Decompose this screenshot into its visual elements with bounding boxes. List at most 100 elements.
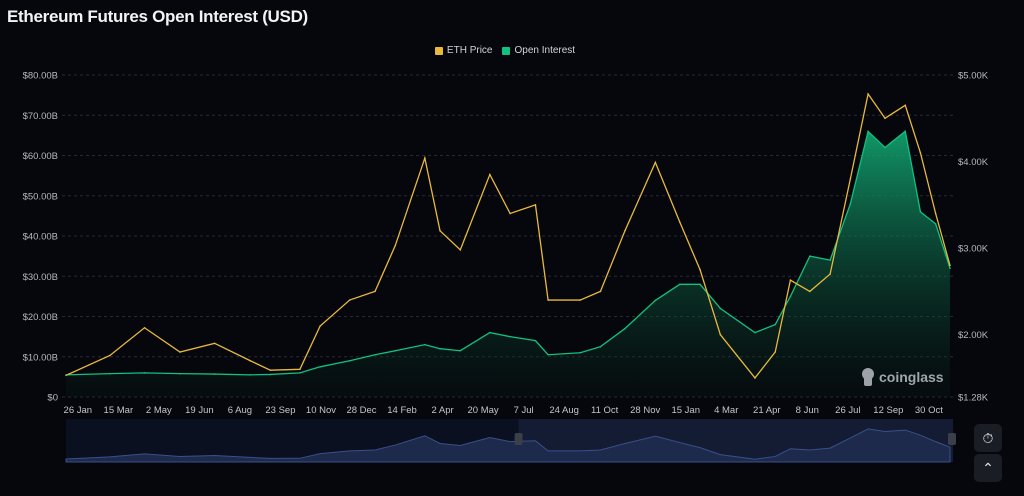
eth-price-point	[439, 230, 441, 232]
open-interest-point	[348, 359, 351, 362]
x-tick-label: 21 Apr	[753, 405, 780, 416]
eth-price-point	[213, 342, 216, 345]
open-interest-point	[934, 223, 937, 225]
x-tick-label: 12 Sep	[873, 405, 903, 416]
svg-text:coinglass: coinglass	[879, 369, 944, 385]
y-left-tick-label: $20.00B	[23, 312, 58, 323]
open-interest-point	[547, 353, 549, 356]
open-interest-point	[884, 146, 886, 149]
chevron-up-icon[interactable]: ⌃	[974, 454, 1002, 482]
open-interest-point	[109, 372, 111, 375]
x-tick-label: 6 Aug	[228, 405, 252, 416]
eth-price-point	[774, 351, 777, 353]
eth-price-point	[949, 264, 951, 267]
eth-price-point	[269, 369, 272, 371]
eth-price-point	[534, 204, 537, 206]
open-interest-point	[829, 259, 831, 261]
eth-price-point	[143, 326, 146, 329]
eth-price-point	[459, 249, 462, 251]
open-interest-point	[654, 299, 657, 302]
open-interest-point	[299, 372, 301, 374]
eth-price-point	[424, 157, 426, 159]
open-interest-point	[319, 366, 321, 368]
open-interest-point	[867, 130, 869, 133]
eth-price-point	[394, 244, 397, 247]
legend-swatch-price	[434, 46, 443, 55]
open-interest-point	[143, 372, 146, 374]
y-right-tick-label: $4.00K	[958, 157, 989, 168]
eth-price-point	[789, 279, 792, 281]
open-interest-point	[624, 327, 626, 330]
legend-open-interest[interactable]: Open Interest	[502, 45, 575, 56]
eth-price-point	[579, 299, 581, 301]
navigator-handle[interactable]	[948, 433, 956, 445]
open-interest-point	[439, 347, 441, 350]
open-interest-point	[249, 374, 251, 376]
x-tick-label: 2 Apr	[431, 405, 453, 416]
open-interest-point	[599, 345, 602, 348]
open-interest-point	[699, 283, 701, 286]
legend-eth-price[interactable]: ETH Price	[434, 45, 492, 56]
eth-price-point	[904, 104, 907, 107]
open-interest-point	[919, 211, 922, 213]
coinglass-watermark: coinglass	[862, 368, 944, 386]
eth-price-line	[65, 92, 951, 380]
eth-price-point	[319, 325, 321, 327]
eth-price-point	[547, 299, 549, 301]
clock-reset-icon[interactable]: ⏱	[974, 424, 1002, 452]
eth-price-point	[599, 290, 602, 293]
eth-price-point	[719, 333, 722, 336]
eth-price-point	[654, 161, 657, 164]
open-interest-point	[774, 323, 777, 326]
eth-price-point	[849, 178, 852, 180]
open-interest-point	[269, 373, 272, 376]
open-interest-point	[809, 255, 811, 257]
eth-price-point	[348, 299, 351, 301]
y-right-tick-label: $1.28K	[958, 393, 989, 404]
y-right-tick-label: $2.00K	[958, 330, 989, 341]
x-tick-label: 8 Jun	[796, 405, 819, 416]
eth-price-point	[489, 173, 491, 176]
x-tick-label: 28 Dec	[346, 405, 376, 416]
x-tick-label: 26 Jul	[835, 405, 860, 416]
y-left-tick-label: $30.00B	[23, 272, 58, 283]
y-right-tick-label: $5.00K	[958, 71, 989, 82]
eth-price-point	[754, 377, 756, 379]
open-interest-point	[424, 343, 426, 346]
open-interest-point	[754, 331, 756, 334]
x-tick-label: 23 Sep	[265, 405, 295, 416]
x-tick-label: 4 Mar	[714, 405, 738, 416]
eth-price-point	[934, 212, 937, 215]
eth-price-point	[809, 290, 811, 293]
eth-price-point	[884, 117, 886, 120]
eth-price-point	[249, 359, 251, 362]
open-interest-point	[459, 349, 462, 352]
x-tick-label: 24 Aug	[549, 405, 579, 416]
eth-price-point	[867, 93, 869, 95]
navigator-series	[65, 428, 951, 463]
x-tick-label: 30 Oct	[915, 405, 943, 416]
open-interest-point	[904, 130, 907, 133]
open-interest-point	[374, 353, 376, 356]
eth-price-point	[299, 368, 301, 371]
navigator-handle[interactable]	[514, 433, 523, 445]
eth-price-point	[829, 273, 831, 275]
eth-price-point	[679, 221, 681, 223]
x-tick-label: 2 May	[146, 405, 172, 416]
open-interest-point	[534, 339, 537, 342]
y-left-tick-label: $70.00B	[23, 111, 58, 122]
y-right-tick-label: $3.00K	[958, 244, 989, 255]
page-title: Ethereum Futures Open Interest (USD)	[7, 7, 308, 26]
x-tick-label: 11 Oct	[591, 405, 619, 416]
y-left-tick-label: $60.00B	[23, 151, 58, 162]
y-left-tick-label: $40.00B	[23, 232, 58, 243]
x-tick-label: 19 Jun	[185, 405, 214, 416]
eth-price-point	[374, 290, 376, 293]
open-interest-area	[66, 131, 950, 397]
open-interest-point	[949, 267, 951, 270]
eth-price-point	[179, 351, 181, 353]
eth-price-point	[624, 230, 626, 232]
open-interest-point	[179, 372, 181, 375]
x-tick-label: 14 Feb	[387, 405, 417, 416]
